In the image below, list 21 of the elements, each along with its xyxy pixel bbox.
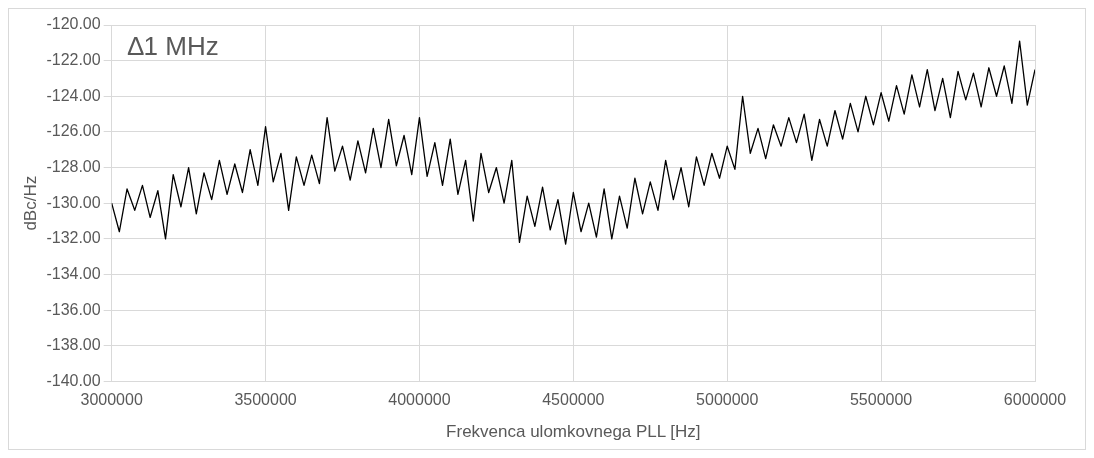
x-tick-label: 5500000 bbox=[849, 391, 913, 409]
y-tick-label: -132.00 bbox=[46, 229, 101, 247]
y-tick-label: -124.00 bbox=[46, 86, 101, 104]
annotation: ∆1 MHz bbox=[127, 31, 219, 62]
x-tick-label: 4500000 bbox=[542, 391, 605, 409]
y-tick-label: -128.00 bbox=[46, 157, 101, 175]
x-tick-label: 3000000 bbox=[80, 391, 143, 409]
x-axis-title: Frekvenca ulomkovnega PLL [Hz] bbox=[446, 422, 701, 442]
x-tick-label: 5000000 bbox=[696, 391, 759, 409]
y-tick-label: -120.00 bbox=[46, 15, 101, 33]
y-tick-label: -126.00 bbox=[46, 122, 101, 140]
y-axis-title: dBc/Hz bbox=[20, 175, 40, 231]
x-tick-label: 3500000 bbox=[234, 391, 297, 409]
x-tick-label: 6000000 bbox=[1003, 391, 1067, 409]
y-tick-label: -130.00 bbox=[46, 193, 101, 211]
x-tick-label: 4000000 bbox=[388, 391, 451, 409]
y-tick-label: -136.00 bbox=[46, 300, 101, 318]
y-tick-label: -134.00 bbox=[46, 264, 101, 282]
y-tick-label: -138.00 bbox=[46, 336, 101, 354]
y-tick-label: -122.00 bbox=[46, 51, 101, 69]
y-tick-label: -140.00 bbox=[46, 371, 101, 389]
